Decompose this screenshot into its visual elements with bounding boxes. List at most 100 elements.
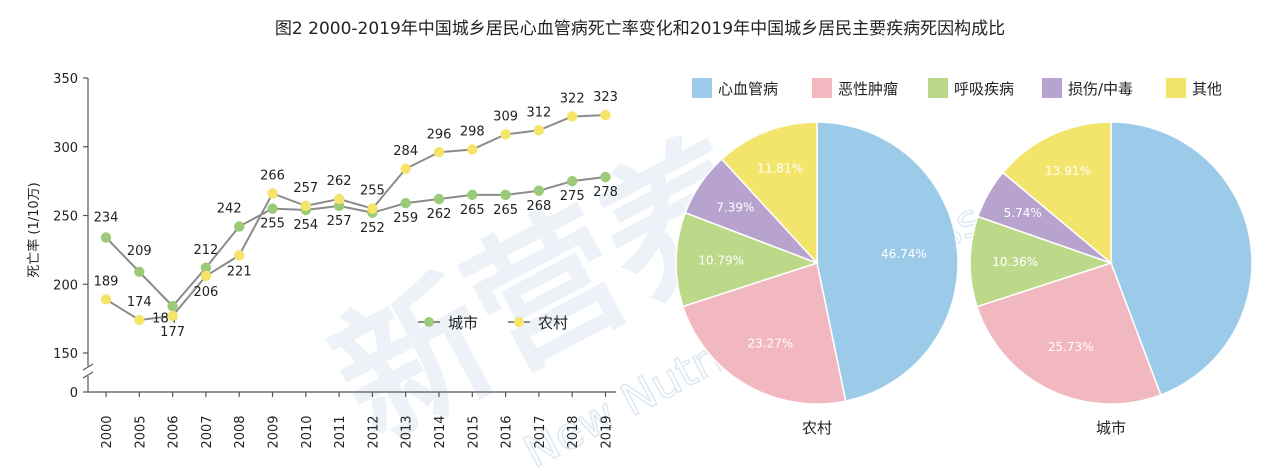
legend-marker: [514, 317, 524, 327]
pie-slice-label: 23.27%: [747, 336, 793, 350]
series-line-0: [105, 176, 606, 308]
series-1-data-label: 296: [427, 127, 452, 142]
x-tick-label: 2015: [466, 415, 481, 448]
series-0-point: [467, 189, 478, 201]
pie-slice-label: 5.74%: [1004, 206, 1042, 220]
chart-title: 图2 2000-2019年中国城乡居民心血管病死亡率变化和2019年中国城乡居民…: [274, 19, 1006, 39]
pie-name-label: 农村: [802, 419, 832, 437]
x-tick-label: 2000: [100, 415, 115, 448]
pie-slice-label: 46.74%: [881, 247, 927, 261]
series-0-data-label: 254: [293, 218, 318, 233]
pie-slice: [681, 262, 847, 405]
pie-slice: [720, 121, 818, 265]
pie-slice: [1110, 121, 1253, 396]
series-1-data-label: 323: [593, 90, 618, 105]
x-tick-label: 2011: [333, 415, 348, 448]
pie-slice-label: 7.39%: [716, 201, 754, 215]
series-1-point: [300, 200, 311, 212]
series-0-data-label: 212: [193, 243, 218, 258]
series-1-data-label: 312: [526, 105, 551, 120]
series-1-point: [333, 193, 345, 205]
series-1-point: [533, 125, 545, 136]
series-0-point: [267, 203, 278, 214]
series-0-data-label: 265: [493, 203, 518, 218]
legend-label: 损伤/中毒: [1068, 80, 1133, 98]
series-1-data-label: 255: [360, 184, 385, 199]
x-tick-label: 2014: [433, 415, 448, 448]
y-tick-label: 150: [53, 347, 78, 362]
x-tick-label: 2010: [300, 415, 315, 448]
series-0-point: [200, 262, 212, 273]
series-1-data-label: 221: [227, 264, 252, 279]
series-0-data-label: 265: [460, 203, 485, 218]
series-1-data-label: 177: [160, 325, 185, 340]
legend-label: 城市: [448, 314, 478, 332]
x-tick-label: 2013: [400, 415, 415, 448]
pie-slice: [1001, 121, 1112, 265]
series-0-data-label: 255: [260, 217, 285, 232]
y-tick-label: 350: [53, 72, 78, 87]
x-tick-label: 2009: [267, 415, 282, 448]
series-1-point: [567, 111, 578, 122]
series-0-data-label: 268: [526, 199, 551, 214]
x-tick-label: 2005: [133, 415, 148, 448]
series-1-point: [134, 314, 145, 326]
x-tick-label: 2006: [167, 415, 182, 448]
pie-slice-label: 10.36%: [992, 255, 1038, 269]
series-0-point: [134, 266, 145, 278]
series-0-data-label: 259: [393, 211, 418, 226]
series-0-data-label: 278: [593, 185, 618, 200]
series-1-point: [200, 270, 212, 282]
legend-label: 呼吸疾病: [954, 80, 1014, 98]
series-1-data-label: 257: [293, 181, 318, 196]
pie-chart-rural: 46.74% 23.27% 10.79% 7.39% 11.81% 农村: [675, 121, 959, 437]
pie-legend: 心血管病 恶性肿瘤 呼吸疾病 损伤/中毒 其他: [692, 78, 1222, 98]
legend-swatch: [1042, 78, 1062, 98]
series-1-point: [600, 109, 611, 121]
y-tick-label: 300: [53, 141, 78, 156]
series-0-point: [600, 171, 611, 183]
series-1-data-label: 284: [393, 144, 418, 159]
pie-name-label: 城市: [1096, 419, 1126, 437]
pie-slice: [675, 211, 820, 308]
legend-marker: [424, 317, 434, 327]
series-1-data-label: 266: [260, 169, 285, 184]
line-chart: 0 150 200 250 300 350 死亡率 (1/10万) 2000 2005 2006 2…: [26, 72, 618, 449]
x-tick-label: 2018: [566, 415, 581, 448]
series-0-data-label: 275: [560, 189, 585, 204]
x-tick-label: 2007: [200, 415, 215, 448]
legend-label: 其他: [1192, 80, 1222, 98]
x-tick-label: 2017: [533, 415, 548, 448]
series-0-point: [567, 175, 578, 187]
watermark-mark: ®: [876, 26, 890, 42]
series-0-data-label: 257: [327, 214, 352, 229]
pie-slice-label: 10.79%: [698, 254, 744, 268]
legend-swatch: [928, 78, 948, 98]
pie-slice-label: 25.73%: [1048, 340, 1094, 354]
y-tick-label: 0: [70, 386, 78, 401]
legend-label: 农村: [538, 314, 568, 332]
series-0-point: [533, 185, 545, 196]
x-tick-label: 2012: [366, 415, 381, 448]
series-1-data-label: 309: [493, 109, 518, 124]
series-0-point: [500, 189, 511, 201]
series-1-data-label: 206: [193, 285, 218, 300]
series-0-data-label: 234: [94, 211, 119, 226]
series-1-point: [167, 310, 178, 322]
series-1-data-label: 262: [327, 174, 352, 189]
series-1-point: [500, 129, 511, 140]
legend-label: 心血管病: [718, 80, 778, 98]
series-0-point: [400, 197, 411, 209]
legend-swatch: [1166, 78, 1186, 98]
series-1-data-label: 189: [94, 274, 119, 289]
y-tick-label: 200: [53, 278, 78, 293]
y-tick-label: 250: [53, 210, 78, 225]
series-0-point: [433, 193, 445, 205]
pie-slice-label: 11.81%: [757, 161, 803, 175]
series-1-point: [234, 250, 245, 261]
legend-swatch: [812, 78, 832, 98]
series-1-point: [100, 294, 112, 305]
series-1-data-label: 174: [127, 295, 152, 310]
series-0-data-label: 252: [360, 221, 385, 236]
